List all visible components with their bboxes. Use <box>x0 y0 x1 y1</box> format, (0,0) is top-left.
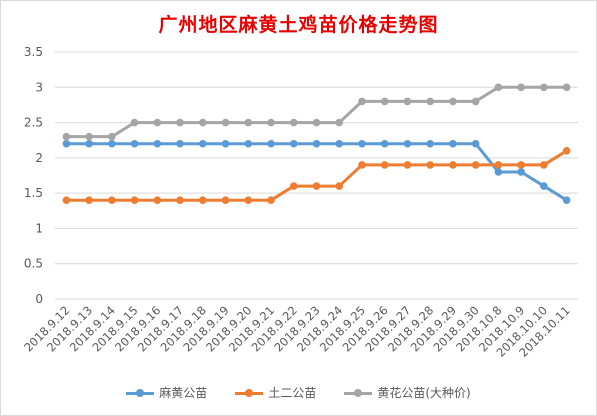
data-point <box>176 118 184 127</box>
data-point <box>221 139 230 148</box>
data-point <box>289 139 298 148</box>
data-point <box>471 97 480 106</box>
data-point <box>62 132 71 141</box>
y-tick-label: 3 <box>35 80 43 94</box>
legend-label: 土二公苗 <box>268 386 317 400</box>
data-point <box>153 118 162 127</box>
y-tick-label: 1 <box>35 221 43 235</box>
data-point <box>358 161 366 169</box>
series-2 <box>62 147 571 204</box>
data-point <box>244 118 253 127</box>
y-tick-label: 1.5 <box>24 186 43 200</box>
data-point <box>562 147 571 155</box>
data-point <box>358 97 366 106</box>
data-point <box>426 97 434 106</box>
data-point <box>312 118 321 127</box>
data-point <box>471 139 480 148</box>
data-point <box>335 139 344 148</box>
data-point <box>471 161 480 169</box>
data-point <box>85 132 93 141</box>
data-point <box>562 83 571 92</box>
legend-label: 黄花公苗(大种价) <box>377 386 471 400</box>
data-point <box>517 83 525 92</box>
data-point <box>540 161 548 169</box>
data-point <box>130 196 139 204</box>
y-tick-label: 3.5 <box>24 45 43 59</box>
y-axis-ticks: 0 0.5 1 1.5 2 2.5 3 3.5 <box>24 45 43 306</box>
legend: 麻黄公苗 土二公苗 黄花公苗(大种价) <box>0 384 597 401</box>
legend-swatch <box>344 388 373 398</box>
data-point <box>449 161 457 169</box>
legend-swatch <box>235 388 264 398</box>
data-point <box>449 97 457 106</box>
data-point <box>244 196 253 204</box>
data-point <box>130 139 139 148</box>
data-point <box>494 168 503 176</box>
data-point <box>335 182 344 190</box>
data-point <box>85 139 93 148</box>
data-point <box>108 139 116 148</box>
data-point <box>221 196 230 204</box>
data-point <box>108 132 116 141</box>
data-point <box>312 182 321 190</box>
data-point <box>540 182 548 190</box>
series-3 <box>62 83 571 141</box>
data-point <box>494 161 503 169</box>
y-tick-label: 2.5 <box>24 116 43 130</box>
data-point <box>289 118 298 127</box>
data-point <box>335 118 344 127</box>
chart-title: 广州地区麻黄土鸡苗价格走势图 <box>158 14 439 36</box>
data-point <box>449 139 457 148</box>
data-point <box>267 118 275 127</box>
data-point <box>85 196 93 204</box>
data-point <box>153 196 162 204</box>
data-point <box>380 139 389 148</box>
data-point <box>199 196 207 204</box>
series-line <box>64 85 569 139</box>
y-tick-label: 2 <box>35 151 43 165</box>
x-axis-ticks: 2018.9.122018.9.132018.9.142018.9.152018… <box>21 303 573 359</box>
data-point <box>221 118 230 127</box>
data-point <box>199 118 207 127</box>
data-point <box>380 161 389 169</box>
data-point <box>540 83 548 92</box>
data-point <box>199 139 207 148</box>
legend-label: 麻黄公苗 <box>159 386 208 400</box>
legend-item: 黄花公苗(大种价) <box>344 384 471 401</box>
data-point <box>562 196 571 204</box>
data-point <box>108 196 116 204</box>
series-1 <box>62 139 571 204</box>
data-point <box>62 196 71 204</box>
data-point <box>153 139 162 148</box>
legend-item: 麻黄公苗 <box>126 384 207 401</box>
data-point <box>267 139 275 148</box>
data-point <box>403 139 412 148</box>
legend-item: 土二公苗 <box>235 384 316 401</box>
data-point <box>244 139 253 148</box>
data-point <box>130 118 139 127</box>
data-point <box>517 161 525 169</box>
data-point <box>176 139 184 148</box>
data-point <box>289 182 298 190</box>
series-line <box>64 142 569 202</box>
data-point <box>267 196 275 204</box>
data-point <box>380 97 389 106</box>
data-point <box>517 168 525 176</box>
data-point <box>358 139 366 148</box>
data-point <box>426 139 434 148</box>
data-point <box>403 161 412 169</box>
data-point <box>403 97 412 106</box>
series-group <box>62 83 571 204</box>
data-point <box>62 139 71 148</box>
y-tick-label: 0 <box>35 292 43 306</box>
legend-swatch <box>126 388 155 398</box>
data-point <box>176 196 184 204</box>
data-point <box>494 83 503 92</box>
data-point <box>426 161 434 169</box>
data-point <box>312 139 321 148</box>
y-tick-label: 0.5 <box>24 257 43 271</box>
